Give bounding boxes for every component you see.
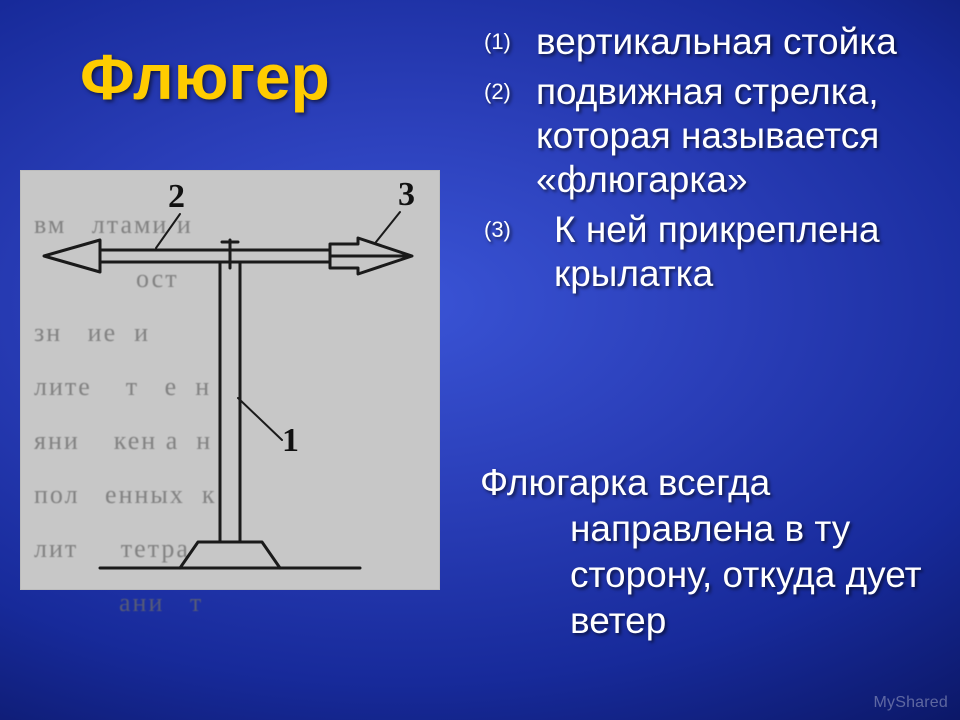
list-text: вертикальная стойка: [536, 20, 897, 64]
list-marker: (1): [480, 20, 536, 64]
list-item: (2) подвижная стрелка, которая называетс…: [480, 70, 940, 202]
list-text: подвижная стрелка, которая называется «ф…: [536, 70, 940, 202]
list-item: (3) К ней прикреплена крылатка: [480, 208, 940, 296]
slide-title: Флюгер: [80, 40, 330, 114]
figure-label-2: 2: [168, 178, 185, 216]
list-item: (1) вертикальная стойка: [480, 20, 940, 64]
note-text: Флюгарка всегданаправлена в ту сторону, …: [480, 460, 940, 644]
watermark: MyShared: [873, 694, 948, 712]
parts-list: (1) вертикальная стойка (2) подвижная ст…: [480, 20, 940, 302]
figure-label-1: 1: [282, 422, 299, 460]
figure-label-3: 3: [398, 176, 415, 214]
weather-vane-svg: [20, 170, 440, 590]
weather-vane-figure: вм лтами и ост зн ие и лите т е н яни ке…: [20, 170, 440, 590]
list-marker: (3): [480, 208, 536, 252]
list-marker: (2): [480, 70, 536, 114]
list-text: К ней прикреплена крылатка: [536, 208, 940, 296]
